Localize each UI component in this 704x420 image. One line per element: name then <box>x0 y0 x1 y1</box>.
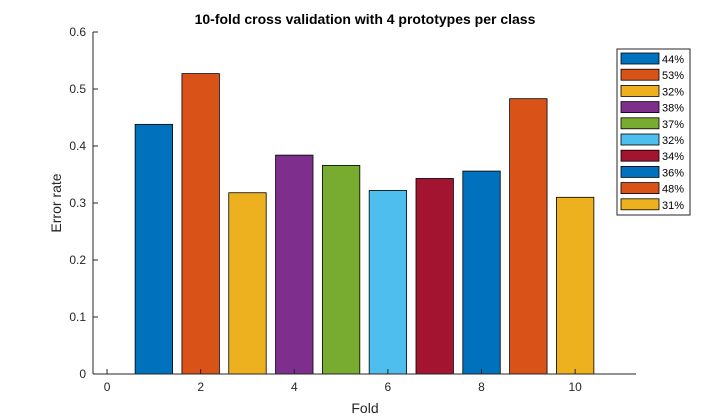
legend-swatch <box>620 182 660 195</box>
x-tick-label: 10 <box>568 380 582 394</box>
legend-swatch <box>620 149 660 162</box>
legend-swatch <box>620 68 660 81</box>
bar-fold-7 <box>415 178 454 375</box>
legend: 44% 53% 32% 38% 37% 32% 34% 36% 48% 31% <box>616 48 691 216</box>
legend-swatch <box>620 133 660 146</box>
plot-area: 0 2 4 6 8 10 0 0.1 0.2 0.3 0.4 0.5 0.6 <box>69 25 636 394</box>
y-tick-label: 0.5 <box>69 82 86 96</box>
legend-entry: 31% <box>662 200 684 212</box>
bar-fold-8 <box>462 170 501 375</box>
legend-entry: 38% <box>662 103 684 115</box>
legend-entry: 44% <box>662 54 684 66</box>
bar-fold-9 <box>509 98 548 375</box>
legend-entry: 37% <box>662 119 684 131</box>
legend-swatch <box>620 85 660 97</box>
legend-swatch <box>620 165 660 178</box>
bar-fold-10 <box>556 196 595 375</box>
legend-entry: 36% <box>662 167 684 179</box>
bar-fold-6 <box>368 190 408 375</box>
y-tick-label: 0.3 <box>69 196 86 210</box>
legend-entry: 32% <box>662 86 684 98</box>
x-tick-label: 8 <box>478 380 485 394</box>
x-tick-label: 0 <box>104 380 111 394</box>
bar-fold-2 <box>181 73 220 375</box>
chart-title: 10-fold cross validation with 4 prototyp… <box>195 11 536 27</box>
legend-swatch <box>620 52 660 65</box>
y-tick-label: 0.1 <box>69 310 86 324</box>
bar-fold-3 <box>228 192 267 375</box>
x-tick-label: 4 <box>291 380 298 394</box>
legend-swatch <box>620 117 660 130</box>
y-tick-label: 0 <box>79 367 86 381</box>
legend-entry: 53% <box>662 70 684 82</box>
y-tick-label: 0.2 <box>69 253 86 267</box>
legend-entry: 34% <box>662 151 684 163</box>
bar-fold-5 <box>321 164 361 375</box>
legend-swatch <box>620 198 660 211</box>
legend-swatch <box>620 101 660 113</box>
y-tick-label: 0.6 <box>69 25 86 39</box>
x-axis-label: Fold <box>351 400 378 416</box>
legend-entry: 32% <box>662 135 684 147</box>
bar-fold-4 <box>275 154 314 375</box>
x-tick-label: 2 <box>197 380 204 394</box>
x-tick-label: 6 <box>385 380 392 394</box>
y-axis-label: Error rate <box>48 173 64 232</box>
bar-fold-1 <box>134 123 173 375</box>
y-tick-label: 0.4 <box>69 139 86 153</box>
legend-entry: 48% <box>662 184 684 196</box>
